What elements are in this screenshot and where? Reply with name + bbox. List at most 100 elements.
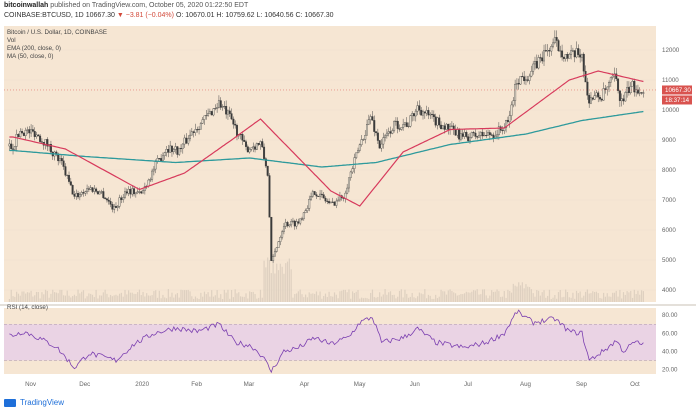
- volume-bar: [23, 291, 25, 302]
- volume-bar: [435, 294, 437, 302]
- candle-up: [89, 187, 92, 190]
- candle-down: [521, 76, 524, 78]
- volume-bar: [514, 285, 516, 302]
- volume-bar: [351, 291, 354, 302]
- volume-bar: [402, 297, 404, 302]
- volume-bar: [568, 297, 570, 302]
- candle-down: [539, 57, 542, 59]
- candle-down: [40, 141, 43, 143]
- candle-up: [367, 119, 370, 125]
- volume-bar: [503, 291, 505, 302]
- volume-bar: [552, 297, 554, 302]
- volume-bar: [465, 291, 467, 302]
- candle-up: [8, 143, 11, 147]
- candle-up: [59, 158, 61, 162]
- volume-bar: [142, 291, 144, 302]
- volume-bar: [588, 293, 590, 302]
- volume-bar: [245, 293, 247, 302]
- candle-down: [378, 140, 381, 149]
- volume-bar: [431, 298, 433, 302]
- volume-bar: [129, 292, 132, 302]
- volume-bar: [615, 290, 617, 302]
- volume-bar: [82, 290, 85, 302]
- volume-bar: [509, 290, 511, 302]
- candle-down: [447, 123, 450, 130]
- candle-down: [418, 105, 421, 111]
- volume-bar: [225, 292, 227, 302]
- volume-bar: [261, 297, 263, 302]
- candle-up: [552, 42, 555, 47]
- volume-bar: [176, 293, 178, 302]
- volume-bar: [111, 296, 113, 302]
- volume-bar: [391, 295, 393, 302]
- volume-bar: [268, 259, 271, 302]
- volume-bar: [451, 290, 453, 302]
- volume-bar: [53, 292, 56, 302]
- candle-down: [33, 131, 36, 137]
- volume-bar: [243, 296, 245, 302]
- volume-bar: [547, 295, 549, 302]
- volume-bar: [523, 288, 525, 302]
- candle-down: [600, 98, 603, 101]
- volume-bar: [429, 295, 431, 302]
- candle-down: [160, 158, 163, 161]
- volume-bar: [14, 296, 16, 302]
- volume-bar: [474, 290, 476, 302]
- volume-bar: [173, 297, 175, 302]
- volume-bar: [317, 295, 319, 302]
- candle-up: [80, 192, 83, 195]
- volume-bar: [297, 291, 299, 302]
- candle-up: [380, 143, 383, 149]
- volume-bar: [21, 291, 23, 302]
- volume-bar: [633, 289, 635, 302]
- candle-up: [273, 251, 276, 257]
- price-tick-label: 5000: [662, 257, 676, 264]
- candle-up: [319, 193, 322, 197]
- volume-bar: [52, 289, 54, 302]
- volume-bar: [95, 289, 97, 302]
- candle-down: [617, 78, 620, 91]
- volume-bar: [453, 292, 455, 302]
- tradingview-footer[interactable]: TradingView: [4, 398, 64, 407]
- volume-bar: [113, 295, 115, 302]
- candle-up: [136, 191, 139, 193]
- candle-down: [615, 73, 618, 80]
- candle-down: [591, 97, 594, 100]
- candle-down: [458, 129, 461, 140]
- volume-bar: [265, 267, 267, 302]
- candle-down: [461, 133, 464, 137]
- candle-up: [308, 199, 311, 209]
- candle-up: [510, 104, 513, 116]
- candle-down: [236, 124, 238, 137]
- volume-bar: [557, 292, 560, 302]
- volume-bar: [122, 296, 124, 302]
- candle-up: [207, 113, 210, 116]
- volume-bar: [380, 296, 383, 302]
- volume-bar: [357, 290, 359, 302]
- candle-up: [124, 191, 126, 198]
- volume-bar: [460, 294, 462, 302]
- volume-bar: [66, 290, 68, 302]
- candle-up: [357, 150, 359, 153]
- candle-up: [483, 135, 486, 137]
- price-panel: [4, 26, 656, 302]
- candle-down: [245, 141, 247, 147]
- candle-up: [279, 237, 282, 242]
- candle-up: [216, 107, 219, 109]
- candle-down: [95, 188, 98, 192]
- chart-area[interactable]: 4000 5000 6000 7000 8000 9000 10000 11000 12000 2…: [0, 24, 696, 396]
- volume-bar: [418, 292, 421, 302]
- volume-bar: [218, 297, 220, 302]
- volume-bar: [498, 291, 500, 302]
- volume-bar: [124, 289, 126, 302]
- candle-down: [104, 197, 107, 199]
- volume-bar: [223, 289, 225, 302]
- volume-bar: [321, 298, 323, 302]
- volume-bar: [397, 296, 399, 302]
- author-name[interactable]: bitcoinwallah: [4, 2, 49, 9]
- volume-bar: [30, 290, 32, 302]
- volume-bar: [117, 295, 119, 302]
- volume-bar: [37, 292, 39, 302]
- candle-up: [382, 137, 385, 145]
- volume-bar: [384, 289, 386, 302]
